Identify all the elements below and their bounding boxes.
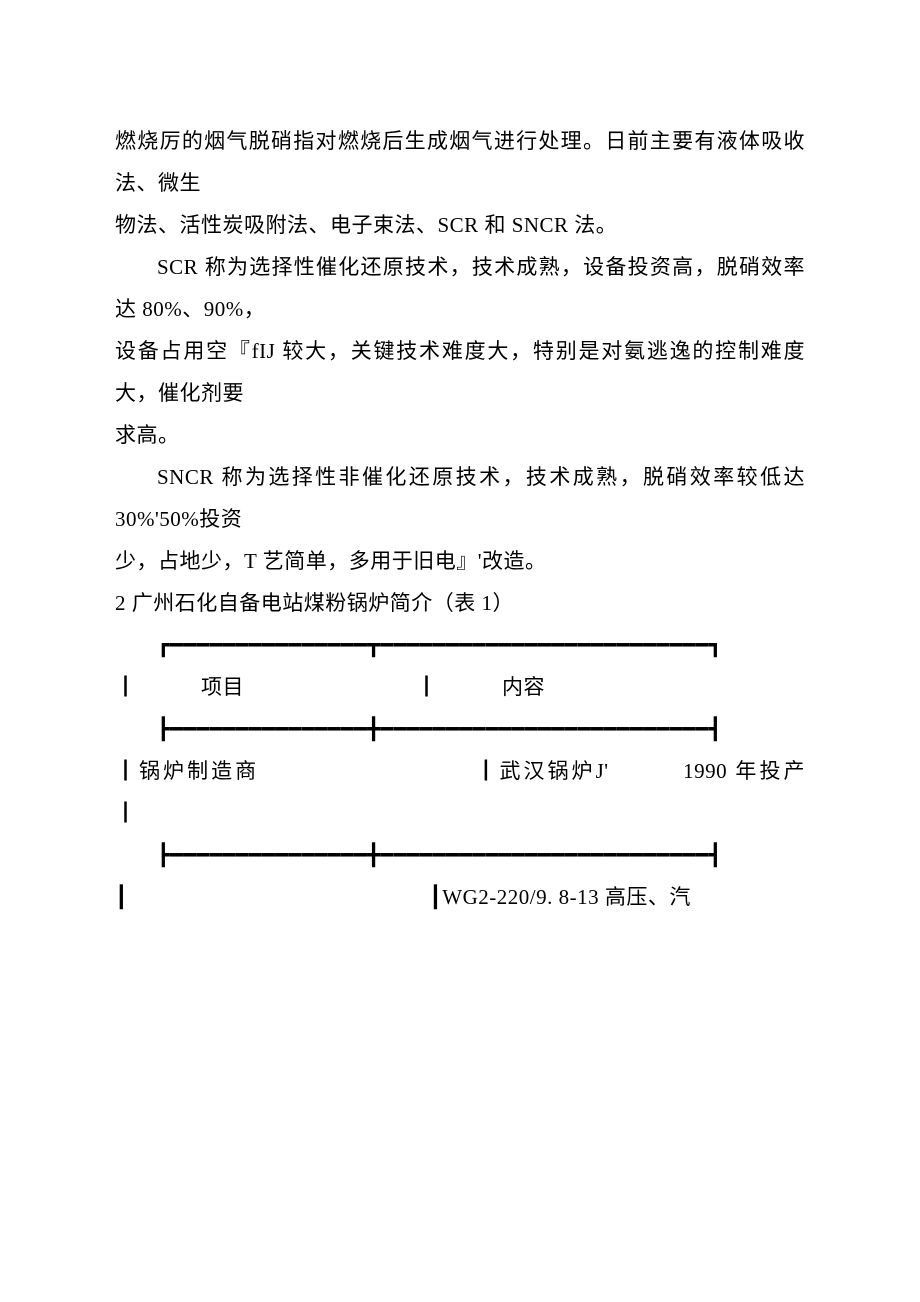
text-line: 设备占用空『fIJ 较大，关键技术难度大，特别是对氨逃逸的控制难度大，催化剂要: [115, 330, 805, 414]
table-row: ┃锅炉制造商 ┃武汉锅炉J' 1990 年投产 ┃: [115, 750, 805, 834]
document-body: 燃烧厉的烟气脱硝指对燃烧后生成烟气进行处理。日前主要有液体吸收法、微生 物法、活…: [115, 120, 805, 918]
text-line: 物法、活性炭吸附法、电子束法、SCR 和 SNCR 法。: [115, 204, 805, 246]
text-line: SNCR 称为选择性非催化还原技术，技术成熟，脱硝效率较低达 30%'50%投资: [115, 456, 805, 540]
text-line: 2 广州石化自备电站煤粉锅炉简介（表 1）: [115, 582, 805, 624]
table-border: ┣━━━━━━━━━━━━━━━╋━━━━━━━━━━━━━━━━━━━━━━━…: [115, 834, 805, 876]
table-border: ┣━━━━━━━━━━━━━━━╋━━━━━━━━━━━━━━━━━━━━━━━…: [115, 708, 805, 750]
table-row: ┃ 项目 ┃ 内容: [115, 666, 805, 708]
text-line: 燃烧厉的烟气脱硝指对燃烧后生成烟气进行处理。日前主要有液体吸收法、微生: [115, 120, 805, 204]
table-row: ┃ ┃WG2-220/9. 8-13 高压、汽: [115, 876, 805, 918]
text-line: SCR 称为选择性催化还原技术，技术成熟，设备投资高，脱硝效率达 80%、90%…: [115, 246, 805, 330]
text-line: 少，占地少，T 艺简单，多用于旧电』'改造。: [115, 540, 805, 582]
text-line: 求高。: [115, 414, 805, 456]
table-border: ┏━━━━━━━━━━━━━━━┳━━━━━━━━━━━━━━━━━━━━━━━…: [115, 624, 805, 666]
